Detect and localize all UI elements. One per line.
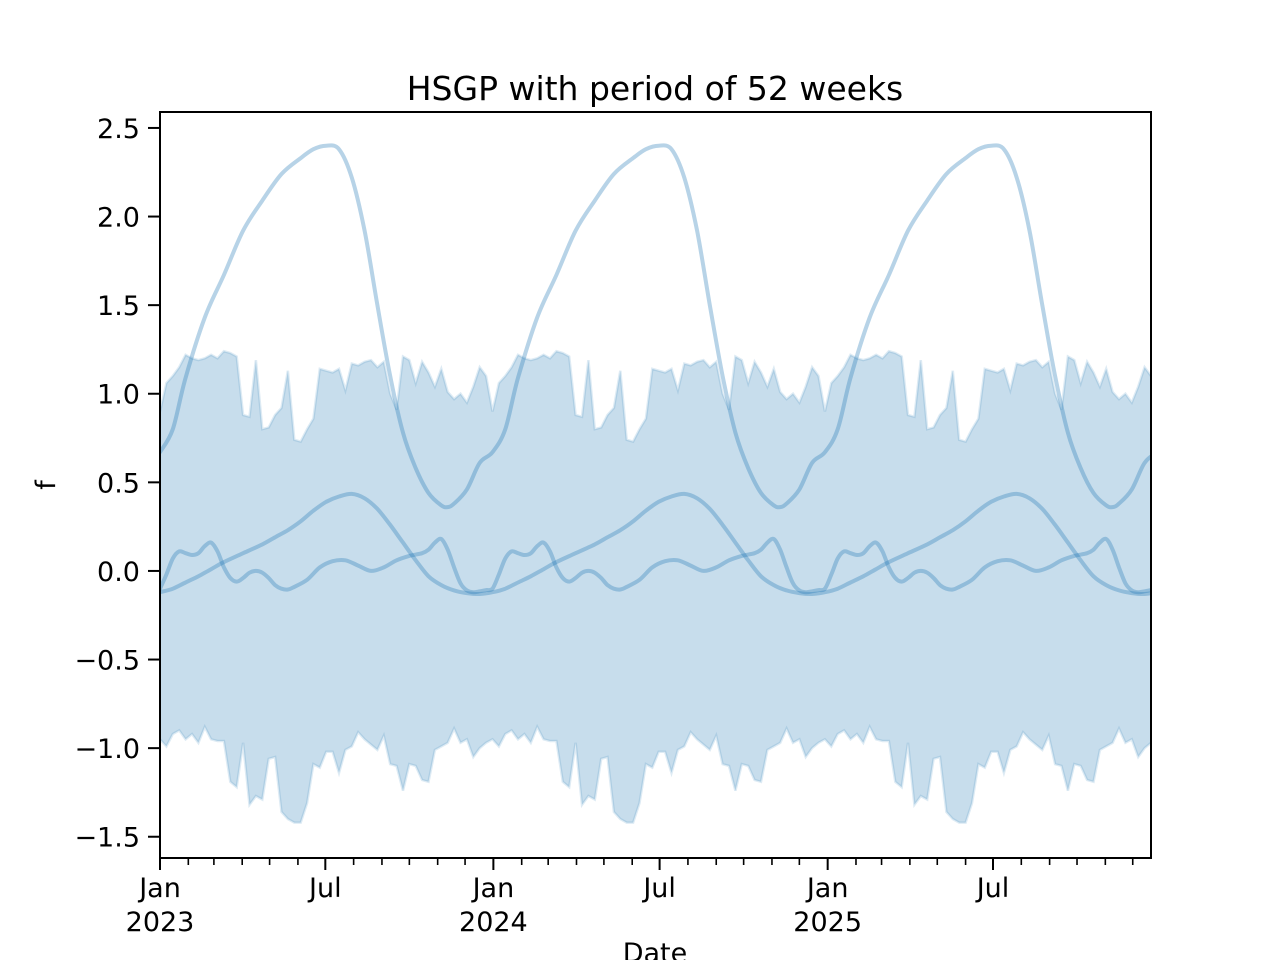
y-tick-label: −1.0: [74, 734, 140, 765]
y-axis-label: f: [31, 479, 62, 490]
y-tick-label: 0.5: [97, 468, 140, 499]
plot-area-spines: [159, 111, 1152, 859]
x-tick-label: Jan 2023: [126, 873, 195, 938]
y-tick-label: 1.5: [97, 291, 140, 322]
y-axis-ticks: [148, 126, 160, 838]
x-tick-label: Jan 2024: [459, 873, 528, 938]
y-tick-label: −1.5: [74, 823, 140, 854]
x-tick-label: Jul: [975, 873, 1010, 904]
y-tick-label: 2.0: [97, 203, 140, 234]
chart-title: HSGP with period of 52 weeks: [407, 69, 904, 108]
y-tick-label: 1.0: [97, 380, 140, 411]
y-tick-label: 0.0: [97, 557, 140, 588]
x-axis-ticks: [159, 858, 1134, 870]
gp-sample-curve-3: [160, 536, 1151, 595]
gp-sample-curve-1: [160, 143, 1151, 510]
y-tick-label: 2.5: [97, 114, 140, 145]
x-axis-tick-labels: Jan 2023 Jul Jan 2024 Jul Jan 2025 Jul: [126, 873, 1010, 938]
x-tick-label: Jul: [307, 873, 342, 904]
gp-sample-curve-2: [160, 491, 1151, 597]
sample-curves: [160, 143, 1151, 597]
hdi-band-fill: [160, 351, 1151, 823]
hdi-band-lower-edge: [160, 723, 1151, 824]
y-tick-label: −0.5: [74, 646, 140, 677]
x-axis-label: Date: [623, 938, 688, 960]
uncertainty-band: [160, 349, 1151, 824]
x-tick-label: Jul: [641, 873, 676, 904]
x-tick-label: Jan 2025: [793, 873, 862, 938]
y-axis-tick-labels: 2.5 2.0 1.5 1.0 0.5 0.0 −0.5 −1.0 −1.5: [74, 114, 140, 854]
hdi-band-upper-edge: [160, 349, 1151, 444]
